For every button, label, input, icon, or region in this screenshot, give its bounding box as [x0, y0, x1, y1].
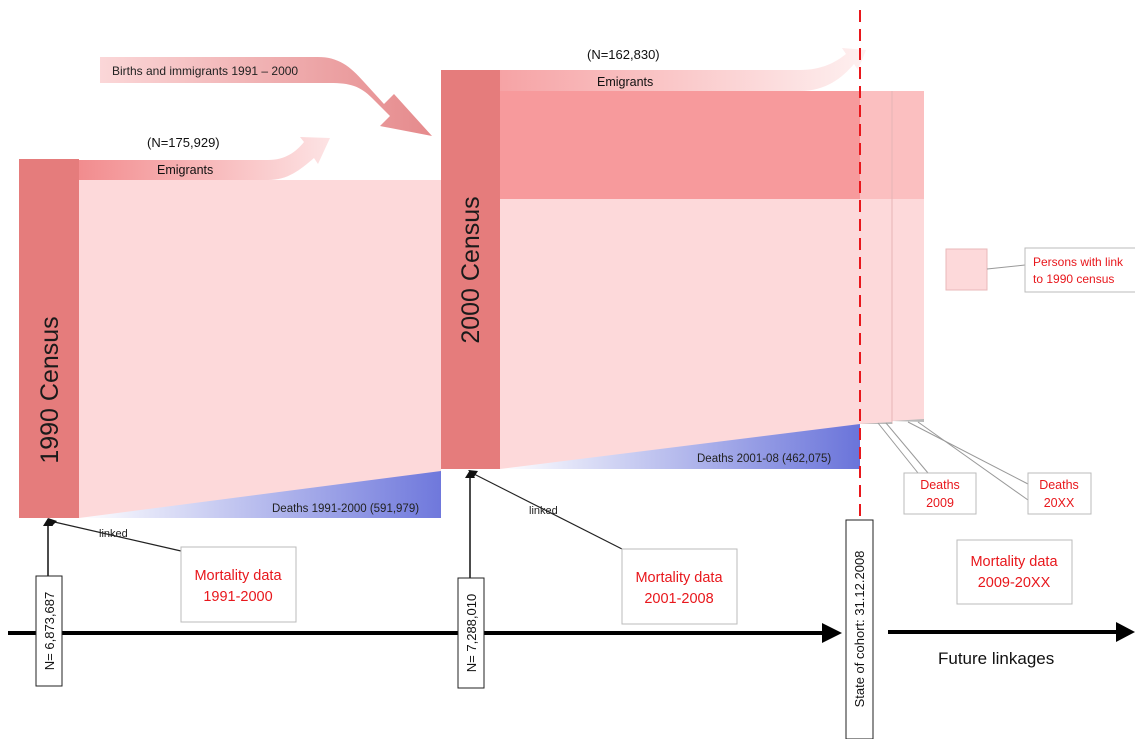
emigrants-2000-count: (N=162,830) — [587, 47, 660, 62]
population-box-1990 — [35, 575, 63, 687]
deaths-20xx-connector-a — [907, 421, 1029, 485]
future-linked-block-2009 — [860, 199, 892, 424]
legend-line1: Persons with link — [1033, 255, 1124, 269]
deaths-2001-2008-label: Deaths 2001-08 (462,075) — [697, 453, 831, 465]
census-1990-bar — [19, 159, 79, 518]
population-box-2000 — [457, 577, 485, 689]
deaths-2009-connector-a — [877, 422, 919, 474]
linked-1990-label: linked — [99, 528, 128, 540]
deaths-2009-line1: Deaths — [920, 478, 960, 492]
emigrants-arrow-2000 — [500, 48, 866, 91]
legend-swatch — [945, 248, 988, 291]
linked-population-flow-1990 — [79, 180, 441, 518]
census-1990-label: 1990 Census — [36, 316, 64, 463]
deaths-2009-line2: 2009 — [926, 496, 954, 510]
deaths-2009-connector-b — [885, 422, 929, 474]
unlinked-population-flow-2000 — [500, 91, 860, 199]
mortality-1990-line2: 1991-2000 — [203, 589, 272, 605]
emigrants-1990-count: (N=175,929) — [147, 135, 220, 150]
legend-box — [1024, 247, 1135, 293]
population-1990-label: N= 6,873,687 — [42, 592, 57, 670]
cohort-state-box — [845, 519, 874, 739]
mortality-2000-line2: 2001-2008 — [644, 591, 713, 607]
mortality-2000-box — [621, 548, 738, 625]
linked-line-2000 — [469, 471, 623, 550]
emigrants-2000-label: Emigrants — [597, 75, 653, 89]
deaths-2009-box — [903, 472, 977, 515]
timeline-future-arrowhead — [1116, 622, 1135, 642]
mortality-future-line1: Mortality data — [970, 554, 1058, 570]
deaths-20xx-line2: 20XX — [1044, 496, 1075, 510]
deaths-20xx-sliver — [892, 419, 924, 422]
timeline-main-arrowhead — [822, 623, 842, 643]
deaths-20xx-box — [1027, 472, 1092, 515]
mortality-1990-box — [180, 546, 297, 623]
legend-line2: to 1990 census — [1033, 272, 1114, 286]
linked-arrowhead-1990 — [48, 518, 57, 526]
linked-population-flow-2000 — [500, 199, 860, 469]
future-linked-block-20xx — [892, 199, 924, 421]
mortality-future-box — [956, 539, 1073, 605]
mortality-future-line2: 2009-20XX — [978, 575, 1051, 591]
deaths-1991-2000-label: Deaths 1991-2000 (591,979) — [272, 503, 419, 515]
deaths-wedge-2001-2008 — [500, 424, 860, 469]
population-arrowhead-2000 — [465, 470, 475, 478]
census-2000-bar — [441, 70, 500, 469]
mortality-1990-line1: Mortality data — [194, 568, 282, 584]
deaths-20xx-line1: Deaths — [1039, 478, 1079, 492]
deaths-wedge-1991-2000 — [79, 471, 441, 518]
future-linkages-label: Future linkages — [938, 649, 1054, 668]
linked-2000-label: linked — [529, 505, 558, 517]
mortality-2000-line1: Mortality data — [635, 570, 723, 586]
emigrants-arrow-1990 — [79, 137, 330, 180]
linked-line-1990 — [49, 520, 182, 552]
deaths-2009-sliver — [860, 422, 892, 424]
cohort-state-label: State of cohort: 31.12.2008 — [852, 551, 867, 708]
births-immigrants-label: Births and immigrants 1991 – 2000 — [112, 64, 298, 78]
births-immigrants-arrow — [100, 57, 432, 136]
emigrants-1990-label: Emigrants — [157, 163, 213, 177]
census-2000-label: 2000 Census — [457, 196, 485, 343]
population-arrowhead-1990 — [43, 518, 53, 526]
deaths-20xx-connector-b — [917, 421, 1029, 501]
population-2000-label: N= 7,288,010 — [464, 594, 479, 672]
legend-connector — [986, 264, 1026, 270]
